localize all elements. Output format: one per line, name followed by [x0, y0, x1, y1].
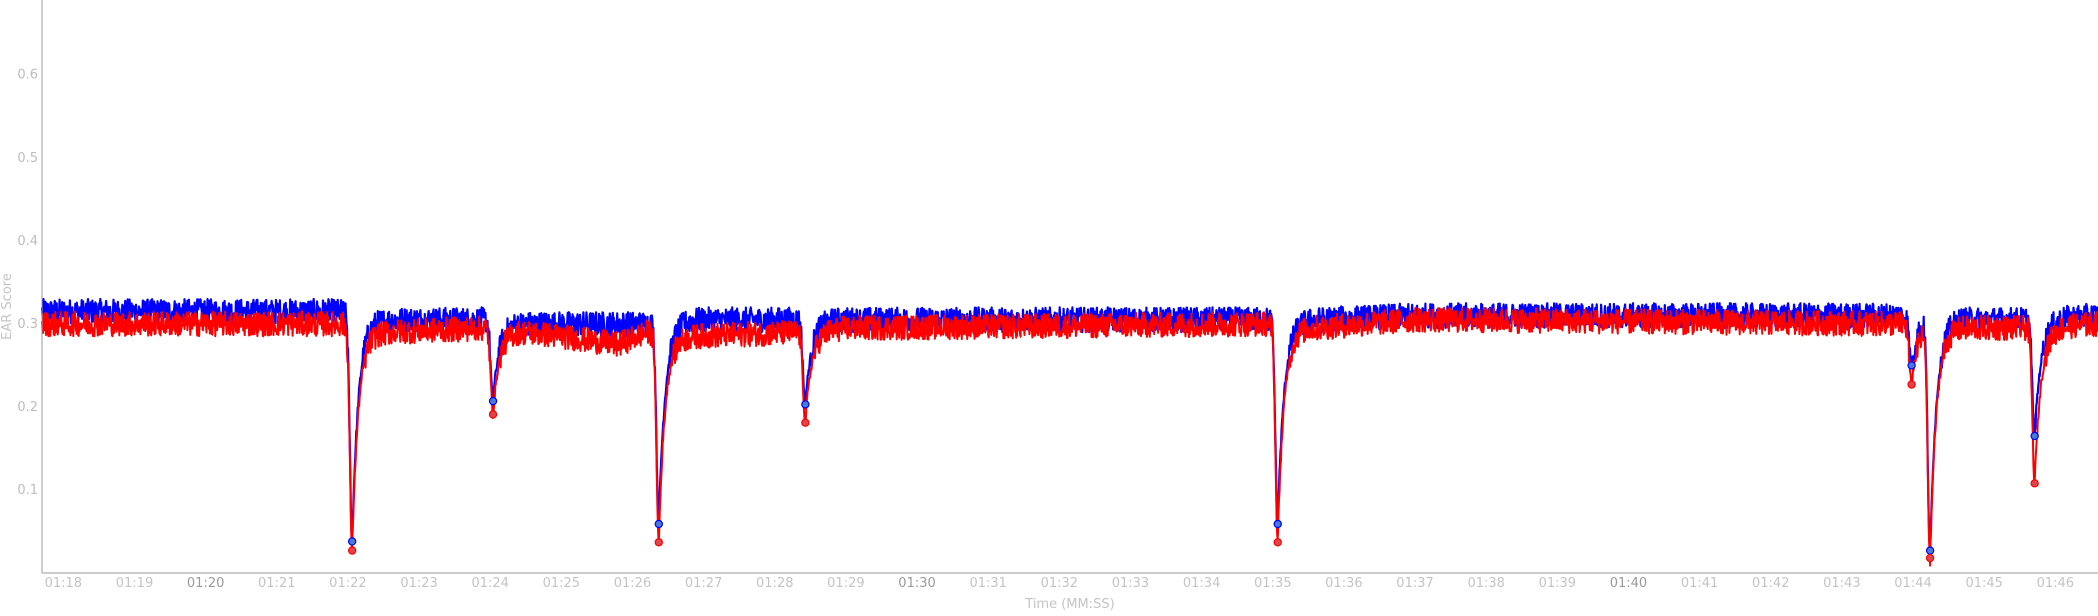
x-tick-label: 01:24: [471, 576, 508, 591]
marker-layer: [347, 361, 2039, 563]
blink-marker: [2030, 431, 2039, 441]
blink-marker: [801, 418, 810, 427]
x-tick-label: 01:36: [1325, 576, 1362, 591]
x-tick-label: 01:18: [45, 576, 82, 591]
x-tick-label: 01:19: [116, 576, 153, 591]
blink-marker: [347, 546, 357, 555]
axis-layer: [41, 0, 2098, 574]
x-tick-label: 01:39: [1539, 576, 1576, 591]
x-tick-label: 01:26: [614, 576, 651, 591]
y-tick-label: 0.2: [17, 400, 38, 415]
x-tick-label: 01:41: [1681, 576, 1718, 591]
x-tick-label: 01:35: [1254, 576, 1291, 591]
y-axis-title: EAR Score: [0, 273, 15, 340]
y-tick-label: 0.4: [17, 234, 38, 249]
x-tick-label: 01:33: [1112, 576, 1149, 591]
blink-marker: [488, 396, 498, 406]
series-layer: [40, 297, 2098, 567]
x-tick-label: 01:31: [969, 576, 1006, 591]
x-tick-label: 01:40: [1610, 576, 1647, 591]
y-tick-label: 0.1: [17, 483, 38, 498]
blink-marker: [1907, 380, 1916, 389]
blink-marker: [1273, 519, 1282, 529]
x-tick-label: 01:28: [756, 576, 793, 591]
y-tick-label: 0.6: [17, 68, 38, 83]
blink-marker: [654, 538, 664, 547]
x-tick-label: 01:42: [1752, 576, 1789, 591]
blink-marker: [2030, 479, 2039, 488]
blink-marker: [347, 537, 357, 546]
x-tick-label: 01:27: [685, 576, 722, 591]
x-tick-labels: 01:18 01:19 01:20 01:21 01:22 01:23 01:24 01:25…: [45, 576, 2074, 591]
x-tick-label: 01:44: [1894, 576, 1931, 591]
blink-marker: [1925, 546, 1935, 555]
blink-marker: [801, 400, 810, 409]
x-tick-label: 01:20: [187, 576, 224, 591]
x-tick-label: 01:30: [898, 576, 935, 591]
x-tick-label: 01:25: [543, 576, 580, 591]
series-line: [41, 306, 2098, 567]
blink-marker: [1925, 553, 1935, 563]
x-tick-label: 01:34: [1183, 576, 1220, 591]
y-tick-label: 0.3: [17, 317, 38, 332]
x-axis-title: Time (MM:SS): [1024, 597, 1114, 612]
blink-marker: [1273, 538, 1282, 547]
x-tick-label: 01:38: [1467, 576, 1504, 591]
x-tick-label: 01:45: [1965, 576, 2002, 591]
x-tick-label: 01:43: [1823, 576, 1860, 591]
y-tick-label: 0.5: [17, 151, 38, 166]
x-tick-label: 01:32: [1041, 576, 1078, 591]
x-tick-label: 01:21: [258, 576, 295, 591]
blink-marker: [488, 410, 498, 419]
blink-marker: [1907, 361, 1916, 370]
blink-marker: [654, 519, 664, 529]
x-tick-label: 01:22: [329, 576, 366, 591]
x-tick-label: 01:29: [827, 576, 864, 591]
y-tick-labels: 0.1 0.2 0.3 0.4 0.5 0.6: [17, 68, 38, 498]
x-tick-label: 01:37: [1396, 576, 1433, 591]
x-tick-label: 01:23: [400, 576, 437, 591]
x-tick-label: 01:46: [2037, 576, 2074, 591]
